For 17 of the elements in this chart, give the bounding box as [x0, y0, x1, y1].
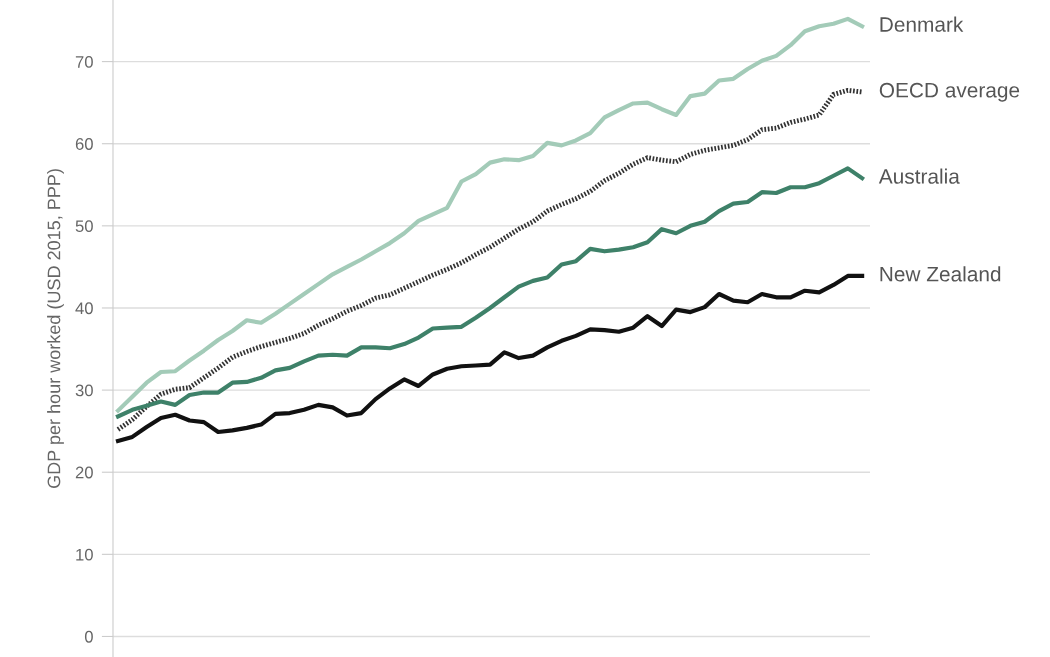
- line-series: [115, 87, 865, 432]
- y-tick-label: 20: [75, 466, 93, 479]
- series-label: Denmark: [880, 16, 964, 32]
- y-tick-label: 60: [75, 138, 93, 150]
- y-tick-label: 30: [75, 384, 93, 397]
- y-tick-label: 70: [75, 55, 93, 68]
- y-tick-label: 10: [76, 548, 93, 561]
- line-series: [115, 16, 865, 413]
- line-series: [115, 273, 865, 444]
- y-tick-label: 50: [75, 220, 93, 233]
- series-label: New Zealand: [880, 266, 1001, 282]
- series-label: Australia: [878, 168, 960, 184]
- line-series: [115, 166, 865, 419]
- y-axis-title: GDP per hour worked (USD 2015, PPP): [47, 169, 64, 488]
- y-tick-label: 40: [75, 302, 93, 315]
- y-tick-label: 0: [84, 630, 93, 643]
- series-label: OECD average: [879, 82, 1020, 102]
